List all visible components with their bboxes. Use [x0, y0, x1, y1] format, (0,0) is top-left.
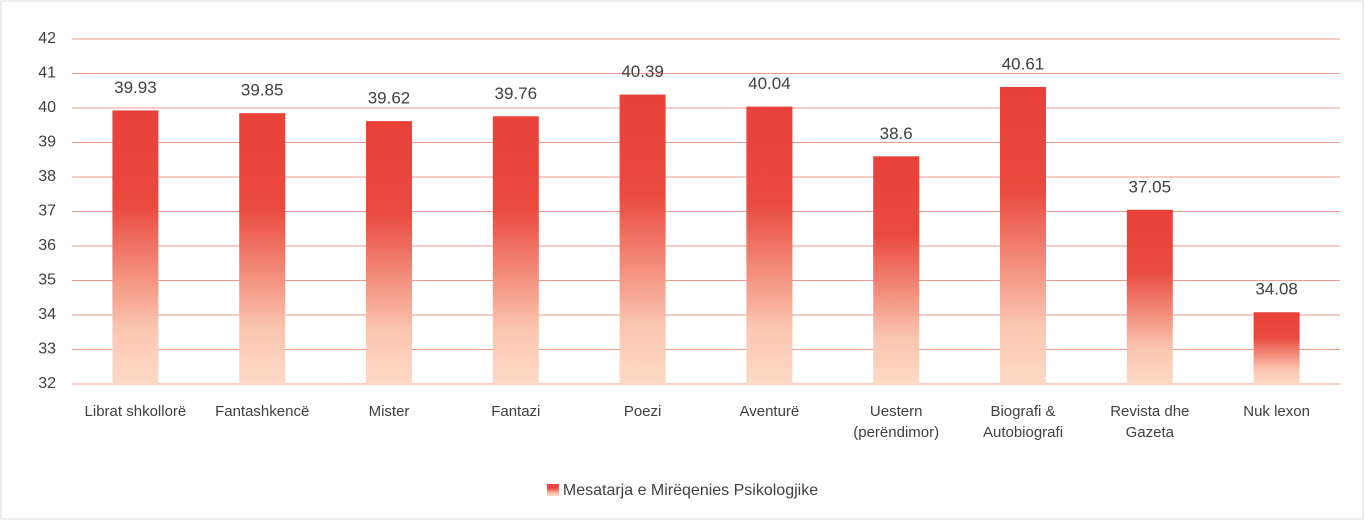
x-tick-label: Librat shkollorë: [84, 403, 187, 420]
data-label: 39.62: [368, 89, 411, 108]
data-label: 39.76: [495, 84, 538, 103]
data-label: 40.39: [621, 62, 664, 81]
x-tick-label: Poezi: [623, 403, 662, 420]
bar: [746, 106, 793, 385]
y-tick-label: 38: [38, 168, 56, 185]
x-tick-label: Uestern (perëndimor): [853, 403, 940, 441]
bar: [1126, 209, 1173, 384]
legend-label: Mesatarja e Mirëqenies Psikologjike: [563, 482, 818, 499]
y-tick-label: 42: [38, 30, 56, 47]
x-tick-label: Fantazi: [491, 403, 541, 420]
data-label: 39.93: [114, 78, 157, 97]
y-tick-label: 32: [38, 375, 56, 392]
x-tick-label: Fantashkencë: [215, 403, 310, 420]
data-label: 34.08: [1255, 280, 1298, 299]
x-tick-label: Mister: [368, 403, 410, 420]
bar: [873, 156, 920, 384]
y-tick-label: 35: [38, 272, 56, 289]
y-tick-label: 41: [38, 65, 56, 82]
bar: [1000, 86, 1046, 384]
data-label: 37.05: [1129, 177, 1172, 196]
y-tick-label: 34: [38, 306, 56, 323]
bar: [366, 121, 412, 385]
data-label: 40.04: [748, 74, 791, 93]
data-label: 39.85: [241, 81, 284, 100]
legend-swatch: [546, 484, 559, 496]
bar: [112, 110, 159, 384]
y-tick-label: 33: [38, 341, 56, 358]
x-tick-label: Biografi & Autobiografi: [982, 403, 1064, 441]
bar: [492, 116, 539, 384]
data-label: 38.6: [880, 124, 913, 143]
y-tick-label: 40: [38, 99, 56, 116]
bar: [239, 113, 286, 385]
y-tick-label: 39: [38, 134, 56, 151]
bar: [619, 94, 666, 385]
y-tick-label: 36: [38, 237, 56, 254]
y-tick-label: 37: [38, 203, 56, 220]
x-tick-label: Nuk lexon: [1243, 403, 1310, 420]
bar: [1253, 312, 1300, 384]
x-tick-label: Aventurë: [739, 403, 800, 420]
data-label: 40.61: [1002, 54, 1045, 73]
x-tick-label: Revista dhe Gazeta: [1110, 403, 1190, 441]
